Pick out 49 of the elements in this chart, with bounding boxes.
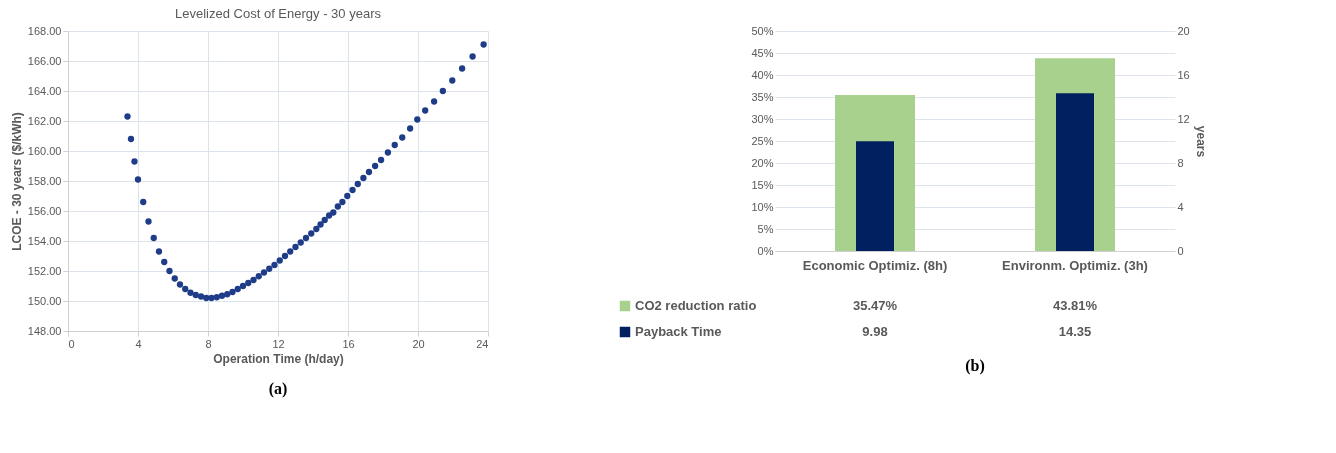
y-tick-label: 35% [751,90,774,103]
y-tick-label: 15% [751,178,774,191]
x-tick-label: 0 [68,337,75,350]
y2-axis-title: years [1193,125,1208,158]
y-tick-label: 164.00 [27,84,62,97]
y-tick-label: 156.00 [27,204,62,217]
x-tick-label: 4 [135,337,142,350]
x-tick-label: Economic Optimiz. (8h) [802,257,948,273]
data-label: 35.47% [852,298,898,313]
text: (b) [965,357,985,375]
data-label: 43.81% [1052,298,1098,313]
data-label: 14.35 [1058,324,1092,339]
y-tick-label: 166.00 [27,54,62,67]
y-tick-label: 160.00 [27,144,62,157]
x-axis-title: Operation Time (h/day) [213,351,344,366]
y2-tick-label: 12 [1177,112,1190,125]
y-tick-label: 152.00 [27,264,62,277]
y-tick-label: 25% [751,134,774,147]
y-tick-label: 154.00 [27,234,62,247]
data-label: 9.98 [862,324,888,339]
y-tick-label: 158.00 [27,174,62,187]
y2-tick-label: 8 [1177,156,1184,169]
x-tick-label: 8 [205,337,212,350]
text: (a) [268,380,288,398]
chart-title: Levelized Cost of Energy - 30 years [175,6,382,21]
y-tick-label: 20% [751,156,774,169]
y-tick-label: 50% [751,24,774,37]
x-tick-label: 12 [272,337,285,350]
y2-tick-label: 0 [1177,244,1184,257]
legend-label: CO2 reduction ratio [635,298,757,313]
x-tick-label: 16 [342,337,355,350]
y-tick-label: 30% [751,112,774,125]
y-axis-title: LCOE - 30 years ($/kWh) [9,112,24,251]
x-tick-label: 20 [412,337,425,350]
x-tick-label: 24 [476,337,489,350]
y-tick-label: 150.00 [27,294,62,307]
x-tick-label: Environm. Optimiz. (3h) [1002,257,1148,273]
y-tick-label: 40% [751,68,774,81]
y-tick-label: 168.00 [27,24,62,37]
y-tick-label: 45% [751,46,774,59]
y-tick-label: 5% [757,222,774,235]
legend-label: Payback Time [635,324,722,339]
y-tick-label: 148.00 [27,324,62,337]
y-tick-label: 0% [757,244,774,257]
y2-tick-label: 4 [1177,200,1184,213]
y-tick-label: 10% [751,200,774,213]
y2-tick-label: 20 [1177,24,1190,37]
y2-tick-label: 16 [1177,68,1190,81]
y-tick-label: 162.00 [27,114,62,127]
